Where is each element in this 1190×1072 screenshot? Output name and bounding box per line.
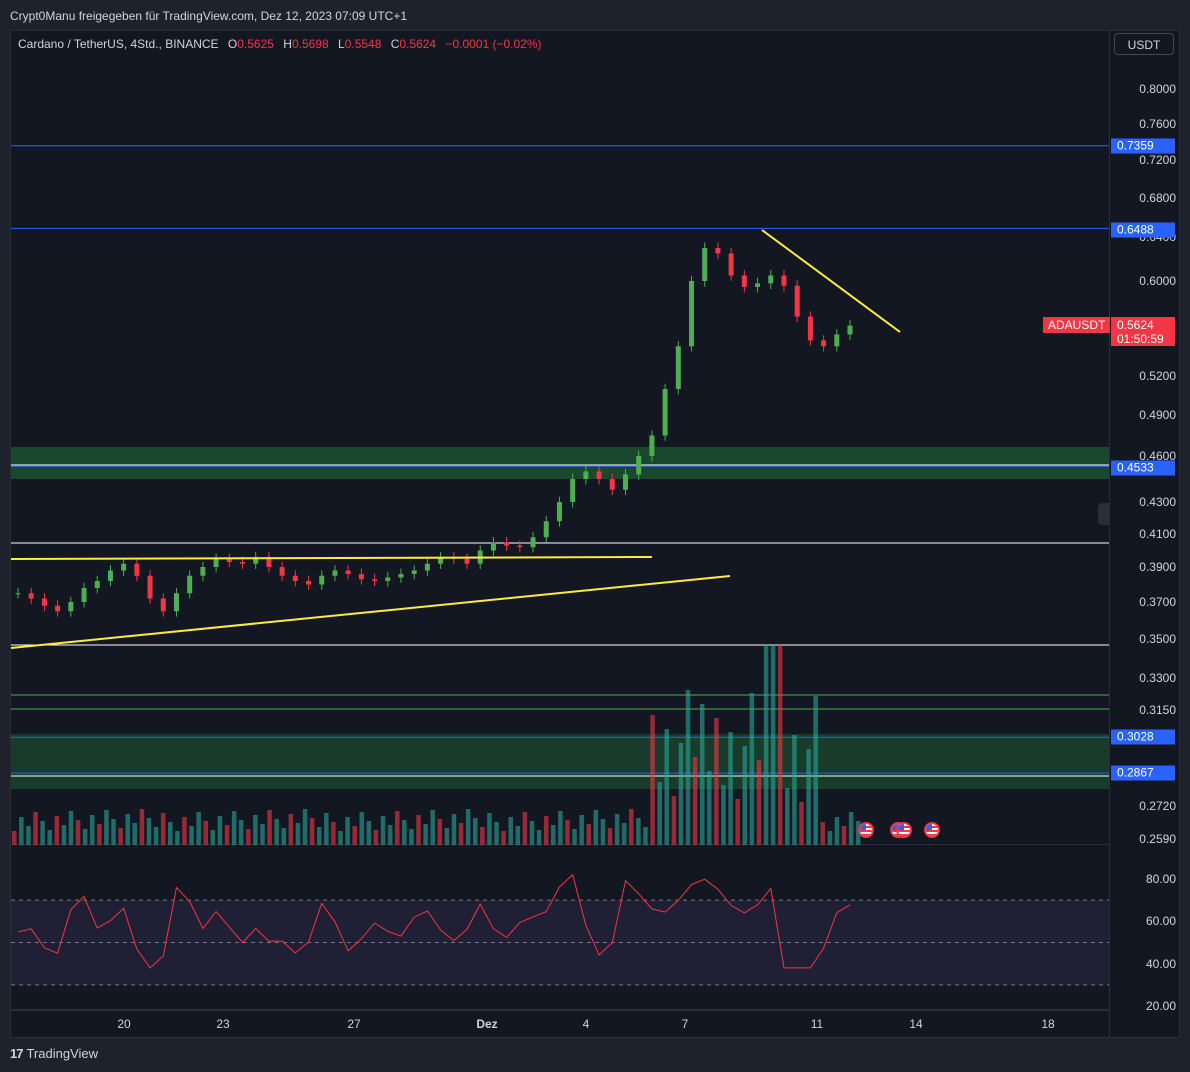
price-axis-tick: 0.6800 — [1139, 191, 1176, 205]
footer-brand-name: TradingView — [26, 1046, 99, 1061]
price-axis-tick: 0.3300 — [1139, 671, 1176, 685]
legend-open-label: O — [227, 37, 238, 51]
price-axis-tick: 0.6000 — [1139, 274, 1176, 288]
time-axis-tick: 27 — [347, 1017, 361, 1031]
currency-button[interactable]: USDT — [1114, 33, 1174, 55]
time-axis-tick: 11 — [810, 1017, 824, 1031]
legend-open-value: 0.5625 — [237, 37, 274, 51]
legend-low-value: 0.5548 — [344, 37, 382, 51]
time-axis-tick: 20 — [117, 1017, 131, 1031]
us-flag-event-icon[interactable] — [924, 822, 940, 838]
top-bar: Crypt0Manu freigegeben für TradingView.c… — [0, 0, 1190, 30]
rsi-axis-tick: 20.00 — [1145, 999, 1176, 1013]
price-axis-tick: 0.3500 — [1139, 632, 1176, 646]
rsi-axis-tick: 40.00 — [1145, 957, 1176, 971]
level-tag-0-3028: 0.3028 — [1111, 729, 1175, 745]
price-axis[interactable] — [1110, 30, 1180, 1038]
price-axis-tick: 0.4900 — [1139, 408, 1176, 422]
symbol-legend: Cardano / TetherUS, 4Std., BINANCE O0.56… — [18, 37, 542, 51]
price-axis-tick: 0.3700 — [1139, 595, 1176, 609]
share-credit: Crypt0Manu freigegeben für TradingView.c… — [10, 9, 408, 23]
price-axis-tick: 0.4100 — [1139, 527, 1176, 541]
time-axis[interactable] — [10, 1010, 1110, 1038]
legend-close-value: 0.5624 — [399, 37, 437, 51]
symbol-price-tag: ADAUSDT — [1043, 317, 1111, 333]
price-axis-tick: 0.7200 — [1139, 153, 1176, 167]
time-axis-tick: 23 — [216, 1017, 230, 1031]
level-tag-0-4533: 0.4533 — [1111, 460, 1175, 476]
rsi-pane[interactable] — [10, 845, 1110, 1010]
level-tag-0-7359: 0.7359 — [1111, 138, 1175, 154]
us-flag-event-icon[interactable] — [858, 822, 874, 838]
level-tag-0-2867: 0.2867 — [1111, 765, 1175, 781]
rsi-axis-tick: 80.00 — [1145, 872, 1176, 886]
time-axis-tick: 4 — [582, 1017, 590, 1031]
price-axis-tick: 0.4600 — [1139, 449, 1176, 463]
price-axis-tick: 0.3150 — [1139, 703, 1176, 717]
us-flag-event-icon[interactable] — [896, 822, 912, 838]
time-axis-tick: 18 — [1041, 1017, 1055, 1031]
last-price-value: 0.5624 — [1117, 318, 1154, 332]
legend-close-label: C — [390, 37, 400, 51]
price-axis-tick: 0.5200 — [1139, 369, 1176, 383]
time-axis-tick: 14 — [909, 1017, 923, 1031]
price-axis-tick: 0.2590 — [1139, 832, 1176, 846]
price-pane[interactable] — [10, 30, 1110, 845]
legend-high-value: 0.5698 — [291, 37, 329, 51]
last-price-tag: 0.5624 01:50:59 — [1111, 317, 1175, 346]
level-tag-0-6488: 0.6488 — [1111, 222, 1175, 238]
price-axis-tick: 0.4300 — [1139, 495, 1176, 509]
tradingview-logo-icon: 17 — [10, 1046, 24, 1061]
time-axis-tick: 7 — [681, 1017, 689, 1031]
legend-low-label: L — [338, 37, 345, 51]
time-axis-tick: Dez — [476, 1017, 498, 1031]
footer-brand[interactable]: 17 TradingView — [10, 1046, 98, 1061]
price-axis-tick: 0.8000 — [1139, 82, 1176, 96]
price-axis-tick: 0.7600 — [1139, 117, 1176, 131]
scroll-handle[interactable] — [1098, 503, 1110, 525]
legend-high-label: H — [283, 37, 292, 51]
price-axis-tick: 0.2720 — [1139, 799, 1176, 813]
rsi-axis-tick: 60.00 — [1145, 914, 1176, 928]
price-axis-tick: 0.3900 — [1139, 560, 1176, 574]
legend-symbol: Cardano / TetherUS, 4Std., BINANCE — [18, 37, 219, 51]
bar-countdown: 01:50:59 — [1117, 332, 1164, 346]
legend-change: −0.0001 (−0.02%) — [445, 37, 542, 51]
